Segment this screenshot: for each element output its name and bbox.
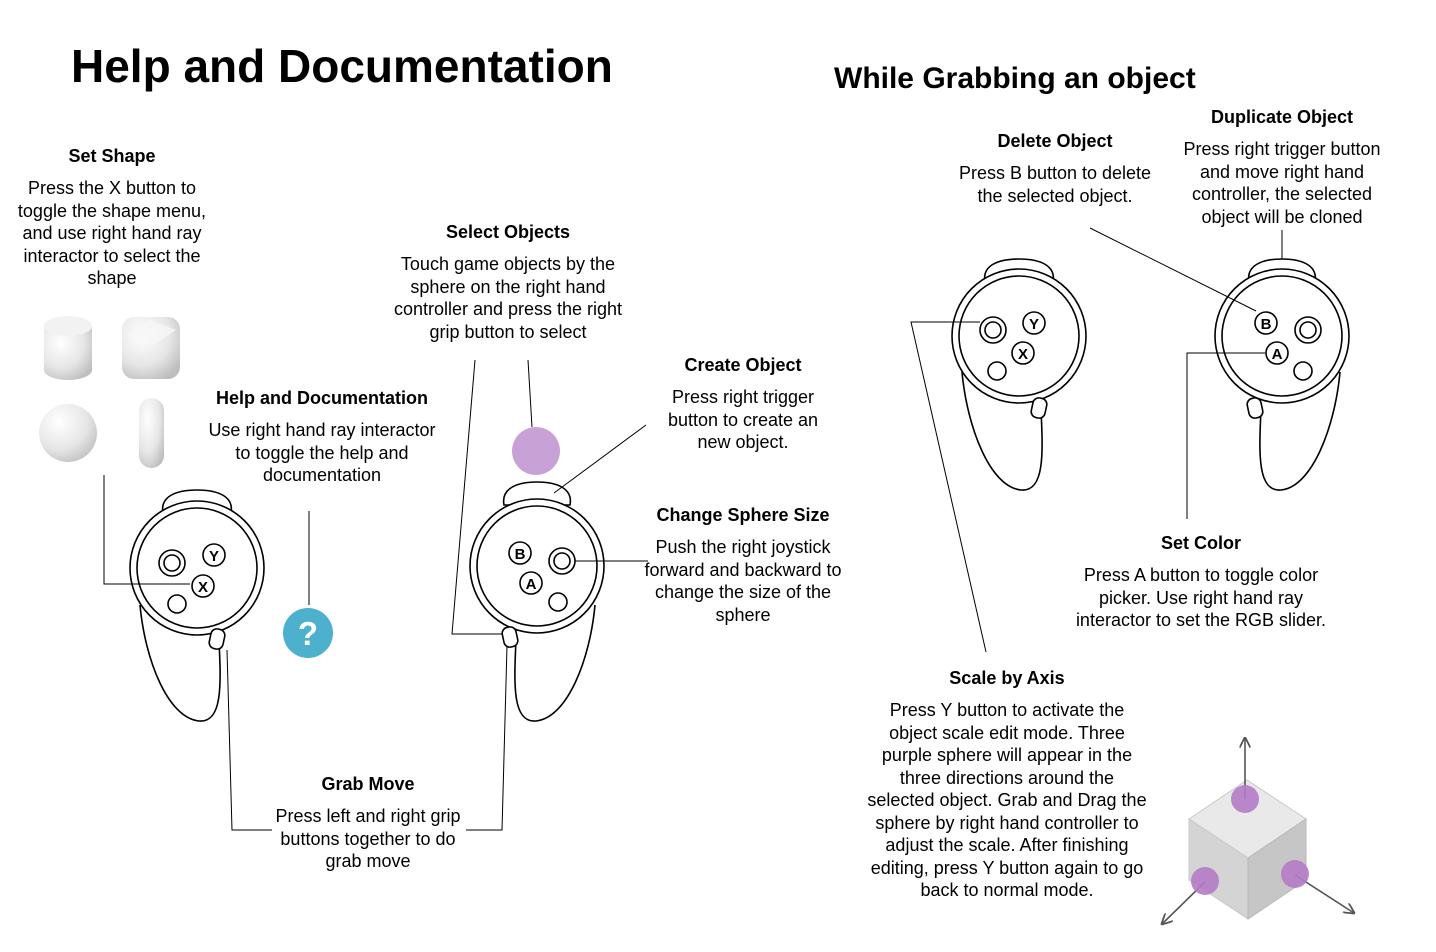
x-button-label: X	[198, 579, 208, 596]
set-shape-text: Press the X button to toggle the shape m…	[17, 178, 207, 288]
sphere-shape-icon	[39, 404, 97, 462]
create-object-text: Press right trigger button to create an …	[667, 387, 819, 452]
duplicate-object-heading: Duplicate Object	[1210, 107, 1354, 127]
change-sphere-heading: Change Sphere Size	[656, 505, 830, 525]
set-color-heading: Set Color	[1160, 533, 1241, 553]
grab-b-button-label: B	[1261, 316, 1272, 333]
set-shape-heading: Set Shape	[68, 146, 156, 166]
scale-axis-heading: Scale by Axis	[949, 668, 1065, 688]
select-objects-text: Touch game objects by the sphere on the …	[393, 254, 623, 342]
grab-a-button-label: A	[1272, 346, 1283, 363]
left-controller-icon	[129, 489, 265, 722]
purple-sphere	[512, 427, 560, 475]
grab-move-text: Press left and right grip buttons togeth…	[275, 806, 461, 871]
grab-x-button-label: X	[1018, 346, 1028, 363]
duplicate-object-text: Press right trigger button and move righ…	[1183, 139, 1381, 227]
scale-axis-text: Press Y button to activate the object sc…	[867, 700, 1147, 900]
scale-cube-icon	[1162, 738, 1354, 924]
select-objects-heading: Select Objects	[445, 222, 571, 242]
b-button-label: B	[515, 546, 526, 563]
help-doc-heading: Help and Documentation	[215, 388, 428, 408]
capsule-shape-icon	[139, 398, 164, 468]
grab-left-controller-icon	[951, 258, 1087, 491]
set-color-text: Press A button to toggle color picker. U…	[1075, 565, 1327, 630]
svg-text:?: ?	[298, 615, 318, 652]
grab-right-controller-icon	[1214, 258, 1350, 491]
help-doc-text: Use right hand ray interactor to toggle …	[208, 420, 436, 485]
grab-y-button-label: Y	[1029, 316, 1039, 333]
help-icon: ?	[283, 608, 333, 658]
right-controller-icon	[469, 481, 605, 722]
create-object-heading: Create Object	[684, 355, 802, 375]
change-sphere-text: Push the right joystick forward and back…	[644, 537, 842, 625]
cylinder-shape-icon	[44, 316, 92, 380]
y-button-label: Y	[209, 548, 219, 565]
leader-lines	[103, 227, 1283, 831]
shape-previews	[39, 316, 180, 468]
delete-object-heading: Delete Object	[997, 131, 1113, 151]
delete-object-text: Press B button to delete the selected ob…	[958, 163, 1152, 206]
grab-section-title: While Grabbing an object	[834, 62, 1196, 95]
main-title: Help and Documentation	[71, 40, 613, 92]
grab-move-heading: Grab Move	[321, 774, 415, 794]
cube-shape-icon	[122, 317, 180, 379]
a-button-label: A	[526, 576, 537, 593]
